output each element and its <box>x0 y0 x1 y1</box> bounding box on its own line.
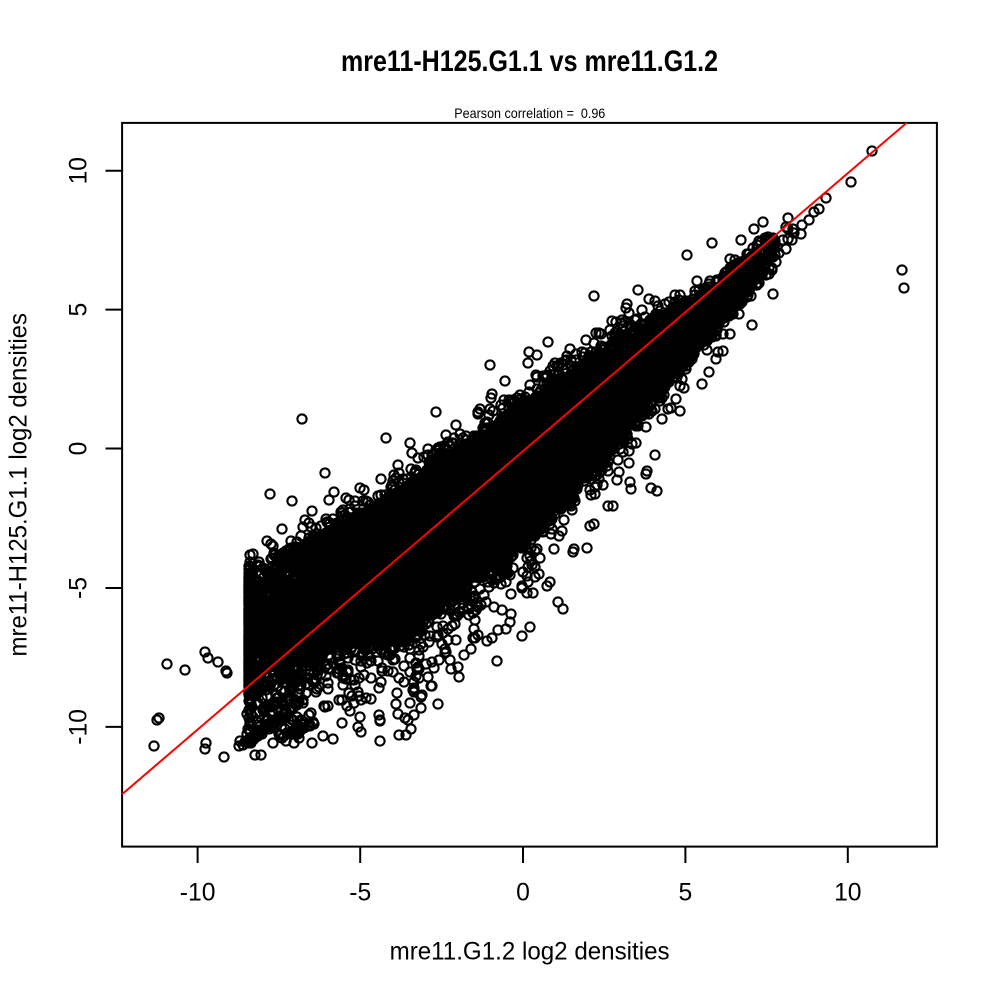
svg-text:5: 5 <box>66 303 93 317</box>
svg-text:mre11.G1.2 log2 densities: mre11.G1.2 log2 densities <box>390 937 670 965</box>
svg-text:5: 5 <box>679 880 693 907</box>
svg-text:-10: -10 <box>180 880 216 907</box>
svg-text:10: 10 <box>66 157 93 184</box>
svg-text:0: 0 <box>66 442 93 456</box>
svg-text:-5: -5 <box>66 577 93 599</box>
svg-text:Pearson correlation = 0.96: Pearson correlation = 0.96 <box>454 106 605 121</box>
svg-text:-5: -5 <box>349 880 371 907</box>
svg-text:-10: -10 <box>66 709 93 745</box>
svg-text:mre11-H125.G1.1 log2 densities: mre11-H125.G1.1 log2 densities <box>5 313 33 657</box>
svg-text:mre11-H125.G1.1 vs mre11.G1.2: mre11-H125.G1.1 vs mre11.G1.2 <box>341 45 718 78</box>
svg-text:10: 10 <box>834 880 861 907</box>
svg-text:0: 0 <box>516 880 530 907</box>
